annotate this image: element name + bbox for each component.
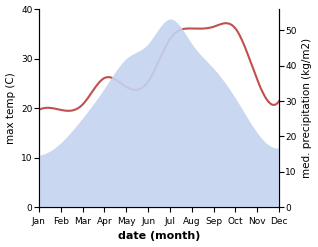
Y-axis label: med. precipitation (kg/m2): med. precipitation (kg/m2): [302, 38, 313, 178]
X-axis label: date (month): date (month): [118, 231, 200, 242]
Y-axis label: max temp (C): max temp (C): [5, 72, 16, 144]
